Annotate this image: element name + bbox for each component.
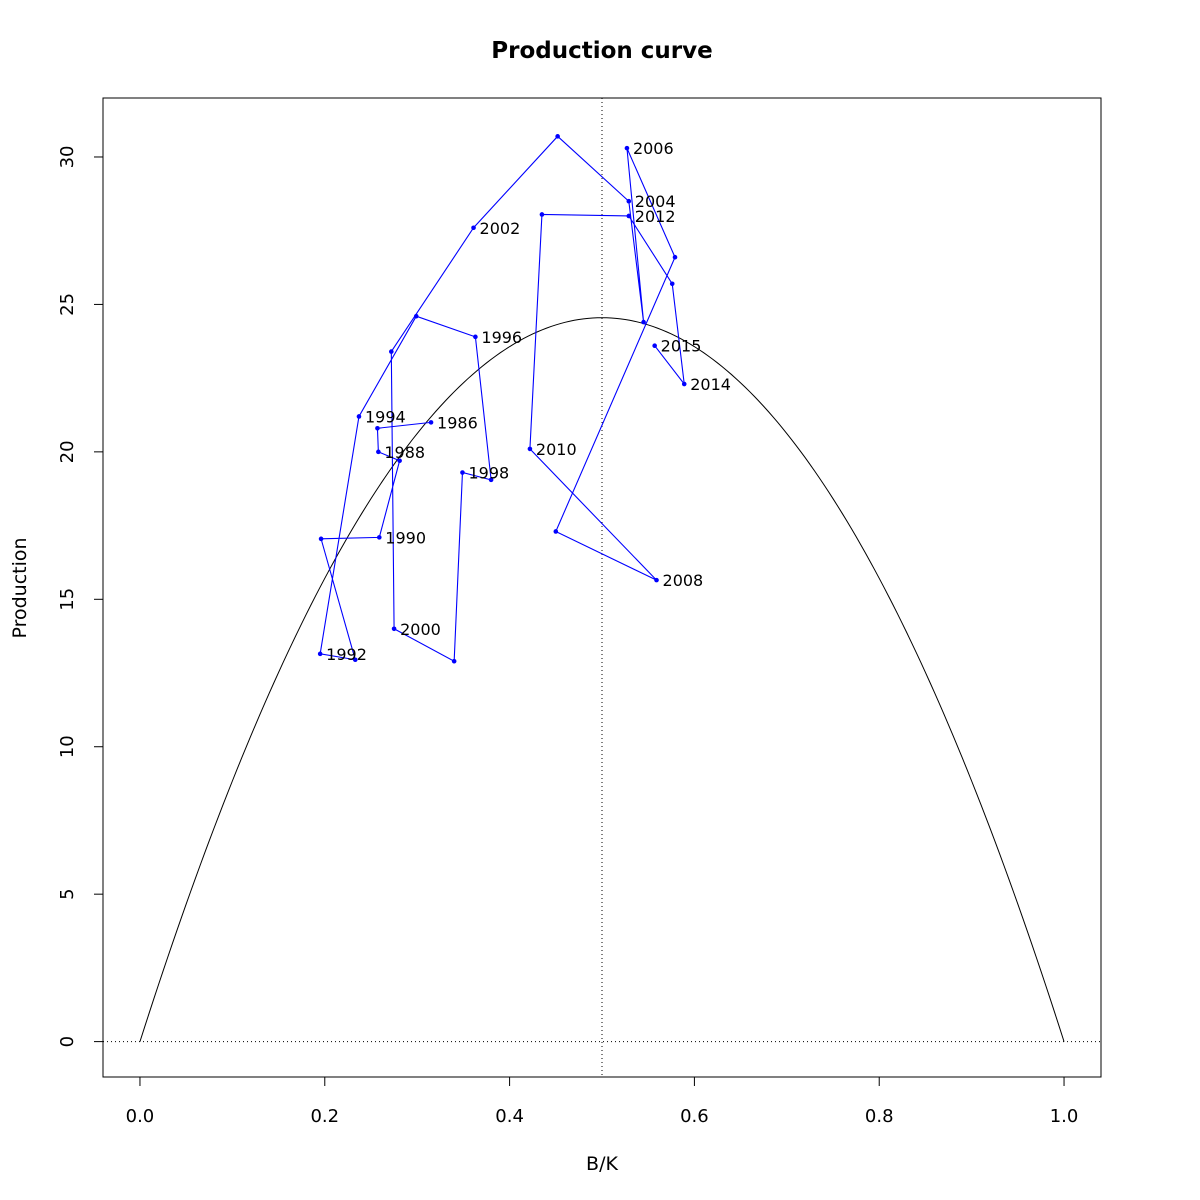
x-axis-label: B/K xyxy=(586,1153,618,1175)
year-label: 1992 xyxy=(326,645,367,664)
x-tick-label: 0.4 xyxy=(495,1106,524,1127)
year-label: 2014 xyxy=(690,375,731,394)
y-tick-label: 5 xyxy=(57,888,78,899)
data-point xyxy=(672,254,678,260)
chart-title: Production curve xyxy=(491,38,712,64)
data-point xyxy=(539,212,545,217)
year-label: 2000 xyxy=(400,620,441,639)
x-tick-label: 1.0 xyxy=(1050,1106,1079,1127)
year-label: 1994 xyxy=(365,407,406,426)
data-point xyxy=(428,420,434,425)
x-axis: 0.0 0.2 0.4 0.6 0.8 1.0 xyxy=(126,1076,1079,1127)
parabola-curve xyxy=(139,317,1065,1042)
data-point xyxy=(356,414,362,419)
year-label: 2002 xyxy=(480,219,521,238)
x-tick-label: 0.0 xyxy=(126,1106,155,1127)
data-point xyxy=(555,134,560,139)
data-point xyxy=(391,626,397,632)
data-point xyxy=(389,349,394,354)
data-point xyxy=(626,198,632,204)
data-point xyxy=(352,657,358,663)
x-tick-label: 0.2 xyxy=(310,1106,339,1127)
data-point xyxy=(624,145,630,151)
data-point xyxy=(376,449,381,455)
data-point xyxy=(471,225,476,231)
x-tick-label: 0.8 xyxy=(865,1106,894,1127)
y-tick-label: 10 xyxy=(57,735,78,758)
data-point xyxy=(654,577,659,583)
x-tick-label: 0.6 xyxy=(680,1106,709,1127)
year-label: 2012 xyxy=(635,207,676,226)
data-point xyxy=(669,281,675,287)
production-series: 1986 1988 1990 1992 1994 1996 1998 2000 2002 2004… xyxy=(317,134,731,664)
y-axis-label: Production xyxy=(9,537,31,638)
data-point xyxy=(397,458,402,464)
series-line xyxy=(319,135,686,663)
year-label: 2015 xyxy=(661,337,702,356)
data-point xyxy=(488,477,494,483)
year-label: 1998 xyxy=(468,464,509,483)
year-label: 1988 xyxy=(384,443,425,462)
data-point xyxy=(473,334,478,340)
year-label: 2008 xyxy=(663,571,704,590)
y-tick-label: 15 xyxy=(57,588,78,611)
data-point xyxy=(641,319,646,325)
data-point xyxy=(460,470,465,475)
data-point xyxy=(318,536,324,542)
year-label: 2010 xyxy=(536,440,577,459)
y-tick-label: 30 xyxy=(57,146,78,169)
data-point xyxy=(451,658,457,664)
data-point xyxy=(527,446,533,452)
year-label: 1990 xyxy=(385,528,426,547)
y-axis: 0 5 10 15 20 25 30 xyxy=(57,146,104,1047)
year-label: 2004 xyxy=(635,192,676,211)
data-point xyxy=(626,213,632,219)
data-point xyxy=(375,425,380,431)
production-curve xyxy=(139,317,1065,1042)
data-point xyxy=(377,535,382,540)
data-point xyxy=(553,529,559,534)
data-point xyxy=(652,343,657,349)
y-tick-label: 0 xyxy=(57,1036,78,1047)
year-label: 1986 xyxy=(437,413,478,432)
data-point xyxy=(317,651,323,657)
y-tick-label: 20 xyxy=(57,440,78,463)
year-label: 1996 xyxy=(481,328,522,347)
data-point xyxy=(681,381,687,387)
year-label: 2006 xyxy=(633,139,674,158)
reference-lines xyxy=(103,98,1101,1077)
y-tick-label: 25 xyxy=(57,293,78,316)
data-point xyxy=(413,313,419,319)
